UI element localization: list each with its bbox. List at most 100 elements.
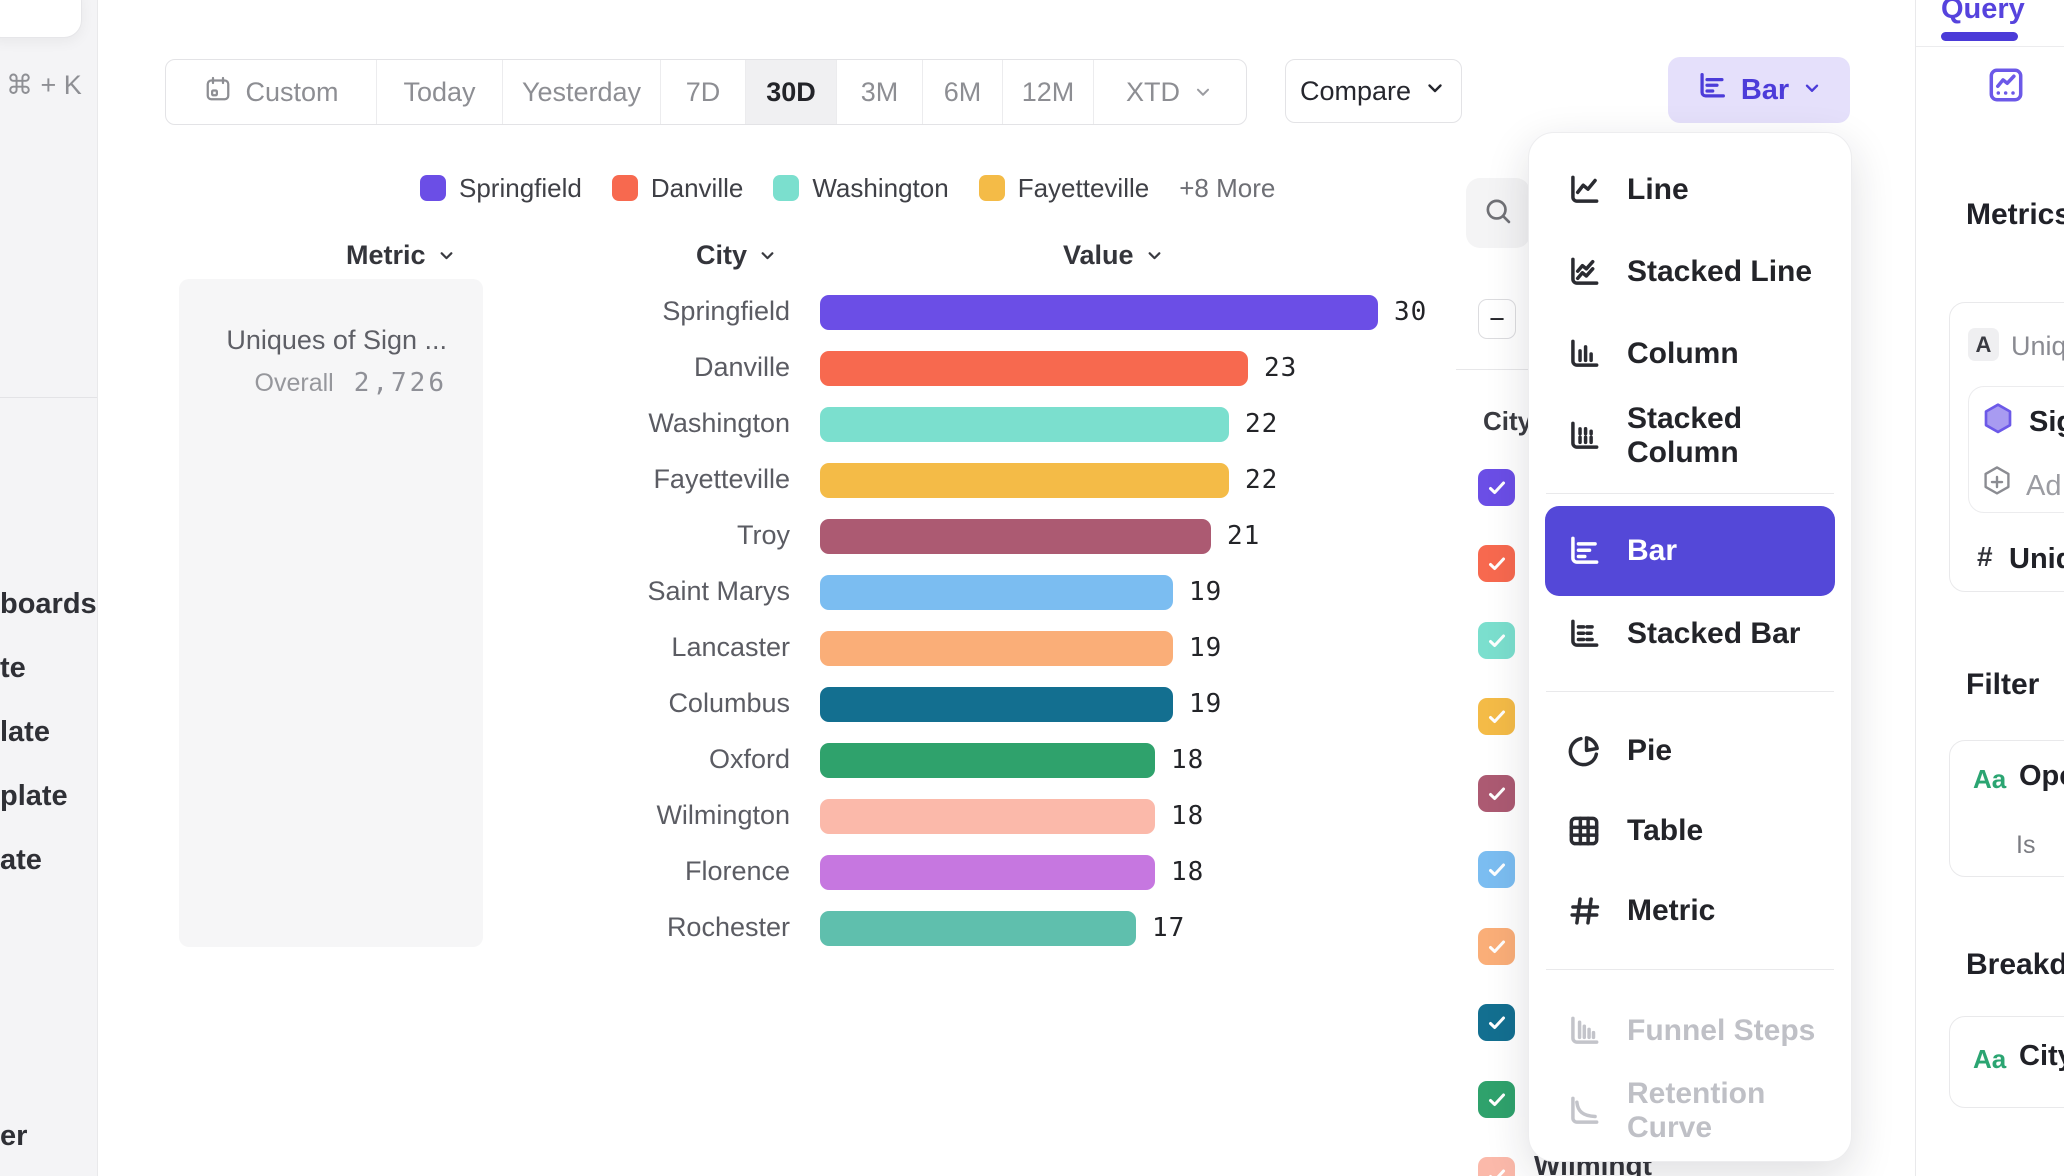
date-preset-today[interactable]: Today: [377, 60, 503, 124]
collapse-button[interactable]: −: [1478, 299, 1516, 339]
city-checkbox[interactable]: [1478, 469, 1515, 506]
sidebar-item-fragment[interactable]: boards: [0, 588, 97, 620]
date-preset-xtd[interactable]: XTD: [1094, 60, 1246, 124]
chart-type-button[interactable]: Bar: [1668, 57, 1850, 123]
menu-item-stacked-line[interactable]: Stacked Line: [1545, 231, 1835, 313]
bar-row-bar[interactable]: [820, 350, 1248, 386]
menu-item-label: Funnel Steps: [1627, 1014, 1816, 1047]
breakdown-card[interactable]: [1949, 1016, 2064, 1108]
menu-item-funnel-steps: Funnel Steps: [1545, 990, 1835, 1072]
bar-icon: [1565, 532, 1603, 570]
bar-chart-icon: [1695, 69, 1729, 111]
menu-item-label: Metric: [1627, 894, 1716, 927]
menu-item-stacked-column[interactable]: Stacked Column: [1545, 395, 1835, 477]
legend-swatch: [978, 175, 1005, 201]
bar-row-bar[interactable]: [820, 462, 1229, 498]
menu-item-metric[interactable]: Metric: [1545, 870, 1835, 952]
chevron-down-icon: [757, 245, 778, 266]
compare-label: Compare: [1299, 75, 1412, 106]
check-icon: [1485, 629, 1509, 653]
bar-row-bar[interactable]: [820, 294, 1378, 330]
event-card[interactable]: [1968, 386, 2064, 513]
legend-item[interactable]: Danville: [611, 173, 743, 204]
menu-item-retention-curve: Retention Curve: [1545, 1070, 1835, 1152]
bar-row-value: 21: [1227, 521, 1261, 551]
menu-divider: [1546, 493, 1834, 494]
bar-row-value: 19: [1189, 577, 1223, 607]
legend-item[interactable]: Fayetteville: [978, 173, 1149, 204]
city-checkbox[interactable]: [1478, 1157, 1515, 1176]
bar-row-label: Springfield: [662, 296, 790, 326]
menu-item-label: Pie: [1627, 734, 1673, 767]
menu-item-bar[interactable]: Bar: [1545, 506, 1835, 596]
calendar-icon: [203, 74, 233, 111]
bar-row-bar[interactable]: [820, 406, 1229, 442]
value-column-header[interactable]: Value: [1063, 240, 1165, 271]
sidebar-item-fragment[interactable]: late: [0, 716, 50, 748]
menu-item-table[interactable]: Table: [1545, 790, 1835, 872]
date-preset-6m[interactable]: 6M: [923, 60, 1003, 124]
menu-divider: [1546, 691, 1834, 692]
metric-column-header[interactable]: Metric: [346, 240, 457, 271]
pie-icon: [1565, 732, 1603, 770]
city-checkbox[interactable]: [1478, 1004, 1515, 1041]
legend-item[interactable]: Washington: [773, 172, 949, 204]
city-checkbox[interactable]: [1478, 928, 1515, 965]
bar-row-label: Wilmington: [656, 800, 790, 830]
bar-row-label: Fayetteville: [653, 464, 790, 494]
compare-button[interactable]: Compare: [1285, 59, 1462, 123]
city-checkbox[interactable]: [1478, 545, 1515, 582]
sidebar-item-fragment[interactable]: er: [0, 1120, 28, 1152]
metric-title: Uniques of Sign ...: [226, 325, 447, 355]
date-preset-3m[interactable]: 3M: [837, 60, 923, 124]
chart-frame-icon[interactable]: [1985, 64, 2027, 111]
metric-summary-card[interactable]: Uniques of Sign ... Overall 2,726: [179, 279, 483, 947]
date-preset-12m[interactable]: 12M: [1003, 60, 1094, 124]
menu-item-line[interactable]: Line: [1545, 149, 1835, 231]
bar-row-bar[interactable]: [820, 910, 1136, 946]
bar-row-bar[interactable]: [820, 854, 1155, 890]
metric-name: Uniqu: [2011, 331, 2064, 361]
bar-row-bar[interactable]: [820, 686, 1173, 722]
menu-item-stacked-bar[interactable]: Stacked Bar: [1545, 593, 1835, 675]
chart-type-button-label: Bar: [1740, 73, 1790, 106]
menu-item-column[interactable]: Column: [1545, 313, 1835, 395]
bar-row-bar[interactable]: [820, 798, 1155, 834]
hexagon-icon: [1978, 400, 2018, 445]
menu-item-label: Table: [1627, 814, 1704, 847]
city-checkbox[interactable]: [1478, 622, 1515, 659]
date-range-toolbar: Custom Today Yesterday 7D 30D 3M 6M 12M XTD: [165, 59, 1247, 125]
chevron-down-icon: [1192, 81, 1214, 103]
sidebar-item-fragment[interactable]: plate: [0, 780, 68, 812]
filter-card[interactable]: [1949, 740, 2064, 877]
menu-item-pie[interactable]: Pie: [1545, 710, 1835, 792]
date-preset-30d[interactable]: 30D: [746, 60, 837, 124]
left-sidebar: ⌘ + K boards te late plate ate er: [0, 0, 98, 1176]
date-preset-7d[interactable]: 7D: [661, 60, 746, 124]
bar-row-bar[interactable]: [820, 630, 1173, 666]
metric-header-label: Metric: [346, 240, 426, 270]
date-preset-custom[interactable]: Custom: [166, 60, 377, 124]
tab-query[interactable]: Query: [1941, 0, 2025, 25]
minus-label: −: [1489, 303, 1505, 334]
legend-item[interactable]: Springfield: [420, 173, 582, 204]
bar-row-bar[interactable]: [820, 518, 1211, 554]
bar-row-bar[interactable]: [820, 742, 1155, 778]
legend-label: Washington: [812, 172, 949, 203]
breakdown-name: City: [2019, 1040, 2064, 1072]
sidebar-item-fragment[interactable]: te: [0, 652, 26, 684]
city-column-header[interactable]: City: [696, 240, 778, 271]
bar-row-bar[interactable]: [820, 574, 1173, 610]
bar-row-label: Rochester: [666, 912, 790, 942]
menu-item-label: Column: [1627, 337, 1739, 370]
city-checkbox[interactable]: [1478, 698, 1515, 735]
legend-more[interactable]: +8 More: [1179, 172, 1276, 203]
date-preset-yesterday[interactable]: Yesterday: [503, 60, 661, 124]
hexagon-plus-icon[interactable]: [1978, 463, 2016, 506]
sidebar-item-fragment[interactable]: ate: [0, 844, 42, 876]
city-checkbox[interactable]: [1478, 851, 1515, 888]
city-checkbox[interactable]: [1478, 1081, 1515, 1118]
sidebar-popover-card: [0, 0, 82, 38]
city-checkbox[interactable]: [1478, 775, 1515, 812]
search-button[interactable]: [1466, 178, 1530, 248]
